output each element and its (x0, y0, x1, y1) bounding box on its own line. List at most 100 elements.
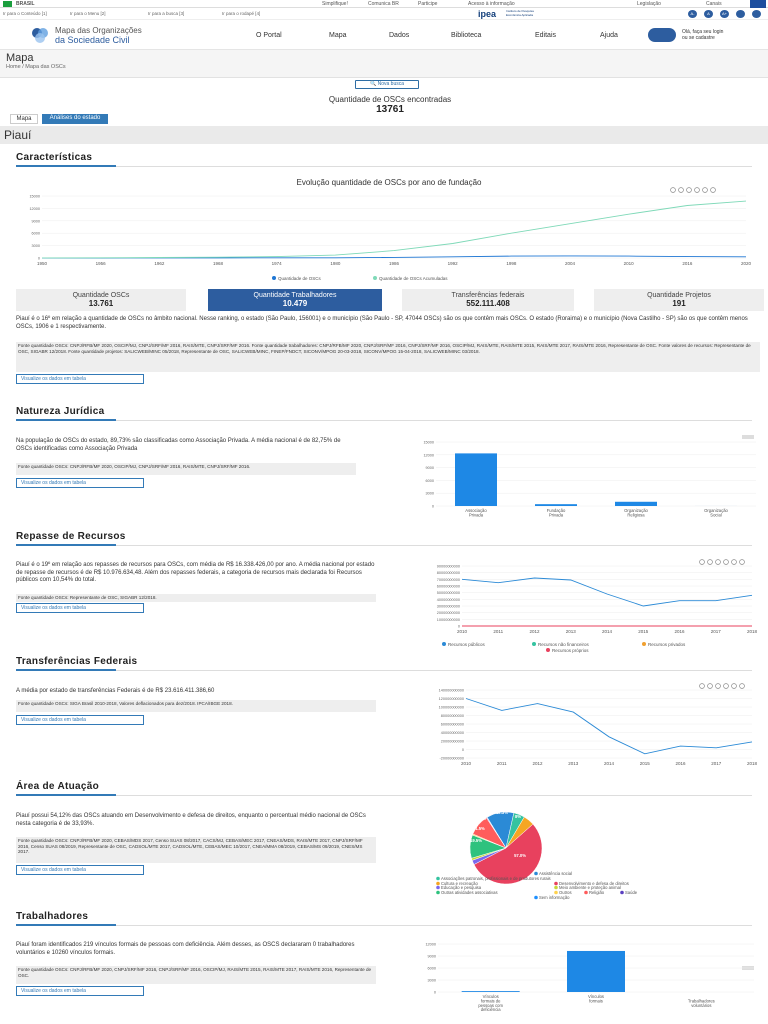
y-tick-label: 60000000000 (441, 723, 464, 727)
legend-label[interactable]: Recursos públicos (448, 642, 486, 647)
gov-link[interactable]: Comunica BR (368, 1, 399, 7)
x-tick-label: 1974 (272, 261, 283, 266)
login-line2[interactable]: ou se cadastre (682, 35, 715, 41)
legend-label[interactable]: Educação e pesquisa (441, 885, 482, 890)
zoom-in-icon[interactable] (699, 683, 705, 689)
legend-label[interactable]: Recursos privados (648, 642, 686, 647)
menu-icon[interactable] (739, 559, 745, 565)
accessibility-icon[interactable] (752, 10, 761, 18)
search-icon[interactable] (715, 683, 721, 689)
nav-biblioteca[interactable]: Biblioteca (451, 32, 482, 39)
legend-label[interactable]: Quantidade de OSCs Acumuladas (379, 276, 448, 281)
tab-mapa[interactable]: Mapa (10, 114, 38, 124)
chart-toolbar[interactable] (670, 187, 716, 193)
legend-label[interactable]: Religião (589, 890, 605, 895)
y-tick-label: 12000 (425, 943, 436, 947)
view-table-button[interactable]: Visualize os dados em tabela (16, 603, 144, 613)
y-tick-label: 60000000000 (437, 585, 460, 589)
y-tick-label: 90000000000 (437, 565, 460, 569)
gov-link[interactable]: Acesso à informação (468, 1, 515, 7)
user-icon[interactable] (648, 28, 676, 42)
y-tick-label: 6000 (428, 967, 436, 971)
legend-label[interactable]: Meio ambiente e proteção animal (559, 885, 621, 890)
legend-label[interactable]: Assistência social (539, 871, 572, 876)
legend-label[interactable]: Recursos próprios (552, 648, 589, 653)
zoom-out-icon[interactable] (707, 559, 713, 565)
view-table-button[interactable]: Visualize os dados em tabela (16, 986, 144, 996)
view-table-button[interactable]: Visualize os dados em tabela (16, 374, 144, 384)
chart-toolbar[interactable] (699, 683, 745, 689)
divider (16, 670, 752, 671)
reset-icon[interactable] (702, 187, 708, 193)
x-tick-label: 2014 (604, 761, 615, 766)
legend-label[interactable]: Associações patronais, profissionais e d… (441, 876, 551, 881)
font-decrease-button[interactable]: A- (688, 10, 697, 18)
gov-link[interactable]: Canais (706, 1, 722, 7)
font-reset-button[interactable]: A (704, 10, 713, 18)
menu-icon[interactable] (739, 683, 745, 689)
divider (16, 420, 752, 421)
gov-country[interactable]: BRASIL (16, 1, 35, 7)
zoom-in-icon[interactable] (670, 187, 676, 193)
legend-label[interactable]: Recursos não financeiros (538, 642, 590, 647)
gov-link[interactable]: Legislação (637, 1, 661, 7)
legend-label[interactable]: Outros (559, 890, 572, 895)
font-increase-button[interactable]: A+ (720, 10, 729, 18)
nav-portal[interactable]: O Portal (256, 32, 282, 39)
legend-label[interactable]: Sem informação (539, 895, 570, 900)
skip-link[interactable]: Ir para o Menu [2] (70, 11, 106, 16)
search-icon[interactable] (715, 559, 721, 565)
reset-icon[interactable] (731, 683, 737, 689)
logo-icon[interactable] (30, 26, 50, 44)
x-tick-label: Associação (465, 508, 487, 513)
zoom-out-icon[interactable] (678, 187, 684, 193)
gov-link[interactable]: Simplifique! (322, 1, 348, 7)
view-table-button[interactable]: Visualize os dados em tabela (16, 478, 144, 488)
characteristics-text: Piauí é o 16º em relação a quantidade de… (16, 316, 748, 330)
new-search-label: Nova busca (377, 81, 405, 87)
skip-link[interactable]: Ir para a busca [3] (148, 11, 185, 16)
y-tick-label: 0 (458, 625, 460, 629)
pan-icon[interactable] (694, 187, 700, 193)
legend-marker (436, 885, 440, 890)
area-pie-chart: 17.5% 19.5% 1.5% 12.3% 8% 57.0% Assistência so… (436, 810, 638, 900)
zoom-out-icon[interactable] (707, 683, 713, 689)
legend-label[interactable]: Saúde (625, 890, 638, 895)
new-search-button[interactable]: 🔍 Nova busca (355, 80, 419, 89)
gov-link[interactable]: Participe (418, 1, 438, 7)
legend-label[interactable]: Quantidade de OSCs (278, 276, 322, 281)
logo-line2[interactable]: da Sociedade Civil (55, 35, 130, 45)
legend-label[interactable]: Outras atividades associativas (441, 890, 498, 895)
breadcrumb[interactable]: Home / Mapa das OSCs (6, 64, 66, 70)
pie-slice (486, 816, 507, 849)
chart-menu-icon[interactable] (742, 435, 754, 439)
pan-icon[interactable] (723, 559, 729, 565)
menu-icon[interactable] (710, 187, 716, 193)
view-table-button[interactable]: Visualize os dados em tabela (16, 865, 144, 875)
login-line1[interactable]: Olá, faça seu login (682, 29, 724, 35)
pan-icon[interactable] (723, 683, 729, 689)
legend-label[interactable]: Cultura e recreação (441, 881, 478, 886)
legend-label[interactable]: Desenvolvimento e defesa de direitos (559, 881, 629, 886)
tab-analises[interactable]: Análises do estado (42, 114, 108, 124)
stat-card-selected[interactable]: Quantidade Trabalhadores 10.479 (208, 289, 382, 311)
skip-link[interactable]: Ir para o rodapé [4] (222, 11, 261, 16)
view-table-button[interactable]: Visualize os dados em tabela (16, 715, 144, 725)
y-tick-label: 12000 (423, 453, 434, 457)
nav-dados[interactable]: Dados (389, 32, 410, 39)
contrast-icon[interactable] (736, 10, 745, 18)
legend-marker (442, 642, 446, 646)
nav-ajuda[interactable]: Ajuda (600, 32, 618, 39)
zoom-in-icon[interactable] (699, 559, 705, 565)
nav-mapa[interactable]: Mapa (329, 32, 347, 39)
chart-toolbar[interactable] (699, 559, 745, 565)
close-icon[interactable] (750, 0, 766, 8)
search-icon[interactable] (686, 187, 692, 193)
x-tick-label: 2013 (566, 629, 577, 634)
reset-icon[interactable] (731, 559, 737, 565)
x-tick-label: 2016 (674, 629, 685, 634)
logo-line1[interactable]: Mapa das Organizações (55, 26, 142, 35)
nav-editais[interactable]: Editais (535, 32, 557, 39)
skip-link[interactable]: Ir para o Conteúdo [1] (3, 11, 47, 16)
